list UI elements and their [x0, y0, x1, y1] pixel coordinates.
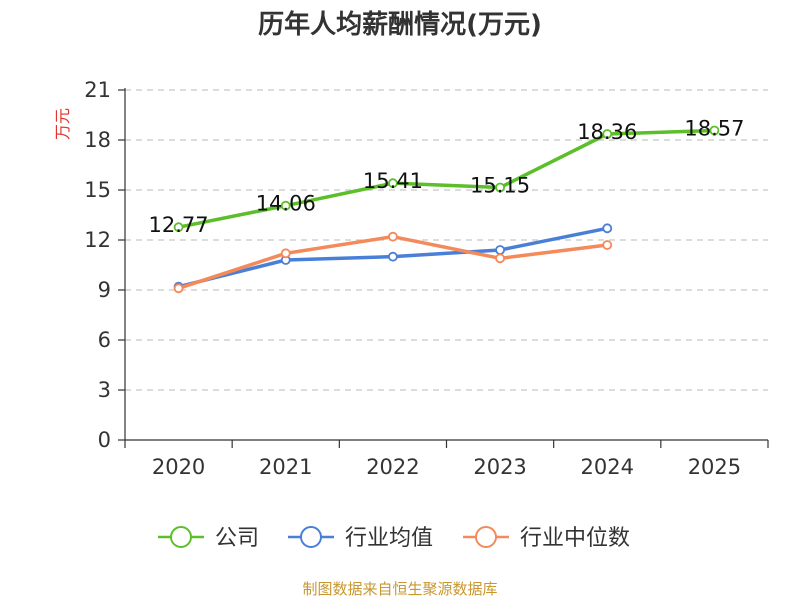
- y-tick-label: 12: [84, 228, 111, 252]
- data-point[interactable]: [602, 223, 613, 234]
- axes: 0 3 6 9 12 15 18 21 2020 2021 2022 2023 2024 2025: [84, 78, 769, 479]
- series-line-0: [176, 128, 717, 229]
- y-tick-label: 21: [84, 78, 111, 102]
- data-point[interactable]: [709, 125, 720, 136]
- legend-item[interactable]: 公司: [158, 526, 259, 551]
- y-tick-label: 15: [84, 178, 111, 202]
- chart-title: 历年人均薪酬情况(万元): [258, 9, 542, 40]
- legend-label: 行业均值: [345, 526, 433, 551]
- data-point[interactable]: [280, 200, 291, 211]
- data-point[interactable]: [495, 245, 505, 255]
- x-tick-label: 2022: [366, 455, 419, 479]
- legend-item[interactable]: 行业均值: [288, 526, 433, 551]
- y-tick-label: 0: [98, 428, 111, 452]
- x-tick-label: 2023: [473, 455, 526, 479]
- data-point[interactable]: [388, 251, 398, 262]
- y-axis-label: 万元: [53, 108, 72, 140]
- x-tick-label: 2025: [688, 455, 741, 479]
- data-label: 14.06: [256, 192, 316, 216]
- data-label: 15.41: [363, 169, 423, 193]
- y-tick-label: 3: [98, 378, 111, 402]
- y-tick-label: 18: [84, 128, 111, 152]
- x-tick-label: 2020: [152, 455, 205, 479]
- gridlines: [125, 89, 768, 391]
- series-lines: [173, 125, 720, 294]
- y-tick-label: 9: [98, 278, 111, 302]
- data-labels: 12.77 14.06 15.41 15.15 18.36 18.57: [149, 117, 745, 238]
- legend-item[interactable]: 行业中位数: [463, 526, 630, 551]
- data-label: 15.15: [470, 174, 530, 198]
- source-note: 制图数据来自恒生聚源数据库: [302, 580, 497, 598]
- y-tick-label: 6: [98, 328, 111, 352]
- legend-label: 公司: [215, 526, 259, 551]
- data-point[interactable]: [388, 231, 398, 242]
- data-label: 12.77: [149, 213, 209, 237]
- legend-marker: [475, 526, 497, 548]
- data-point[interactable]: [495, 182, 505, 193]
- x-tick-label: 2024: [581, 455, 634, 479]
- legend[interactable]: 公司 行业均值 行业中位数: [158, 526, 630, 551]
- data-point[interactable]: [280, 248, 291, 259]
- data-label: 18.36: [577, 120, 637, 144]
- legend-marker: [170, 526, 192, 548]
- legend-label: 行业中位数: [520, 526, 630, 551]
- data-point[interactable]: [173, 283, 184, 294]
- legend-marker: [300, 526, 322, 548]
- data-point[interactable]: [602, 129, 613, 139]
- x-tick-label: 2021: [259, 455, 312, 479]
- data-label: 18.57: [684, 117, 744, 141]
- data-point[interactable]: [495, 253, 505, 264]
- series-line-2: [176, 234, 609, 291]
- data-point[interactable]: [602, 240, 613, 250]
- data-point[interactable]: [173, 222, 184, 233]
- data-point[interactable]: [388, 178, 398, 189]
